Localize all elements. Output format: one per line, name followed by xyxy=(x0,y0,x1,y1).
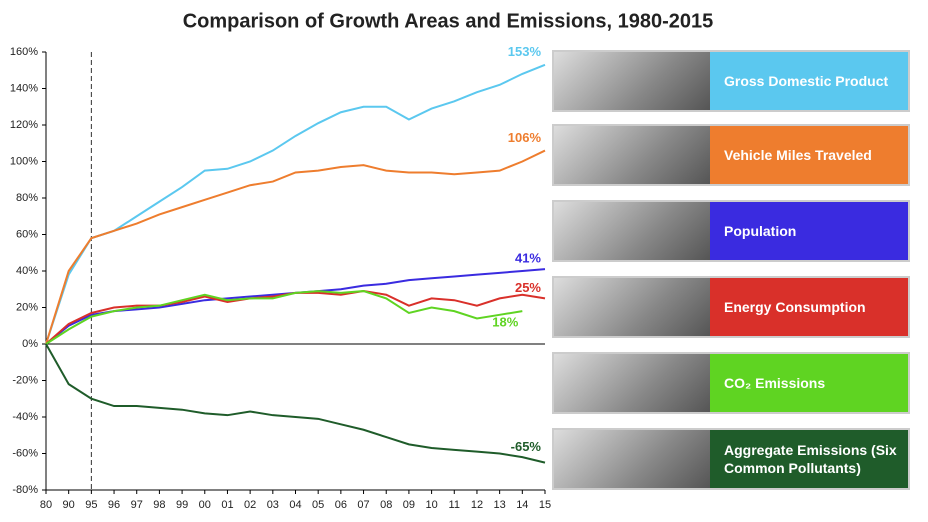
y-tick-label: 40% xyxy=(16,265,38,277)
legend-entry: Gross Domestic Product xyxy=(552,50,910,112)
legend-photo xyxy=(554,354,710,412)
series-line xyxy=(45,290,523,345)
x-tick-label: 05 xyxy=(312,499,324,511)
value-label: 25% xyxy=(515,280,541,295)
y-tick-label: 60% xyxy=(16,228,38,240)
x-tick-label: 06 xyxy=(335,499,347,511)
legend-photo xyxy=(554,202,710,260)
legend-label: CO₂ Emissions xyxy=(724,375,826,391)
value-label: 106% xyxy=(508,130,542,145)
y-tick-label: 80% xyxy=(16,192,38,204)
x-tick-label: 14 xyxy=(516,499,528,511)
x-tick-label: 15 xyxy=(539,499,551,511)
legend-entry: Aggregate Emissions (Six Common Pollutan… xyxy=(552,428,910,490)
x-tick-label: 13 xyxy=(494,499,506,511)
y-tick-label: 140% xyxy=(10,82,38,94)
legend-entry: Vehicle Miles Traveled xyxy=(552,124,910,186)
x-tick-label: 98 xyxy=(153,499,165,511)
value-label: -65% xyxy=(511,439,542,454)
legend-photo xyxy=(554,278,710,336)
x-tick-label: 95 xyxy=(85,499,97,511)
value-label: 18% xyxy=(492,315,518,330)
legend-entry: Energy Consumption xyxy=(552,276,910,338)
y-tick-label: 20% xyxy=(16,301,38,313)
legend-label: Gross Domestic Product xyxy=(724,73,889,89)
legend-photo xyxy=(554,126,710,184)
x-tick-label: 07 xyxy=(357,499,369,511)
y-tick-label: -60% xyxy=(12,447,38,459)
series-line xyxy=(45,63,546,345)
legend-label: Population xyxy=(724,223,797,239)
x-tick-label: 11 xyxy=(449,499,460,511)
x-tick-label: 03 xyxy=(267,499,279,511)
x-tick-label: 80 xyxy=(40,499,52,511)
x-tick-label: 96 xyxy=(108,499,120,511)
x-tick-label: 08 xyxy=(380,499,392,511)
y-tick-label: -40% xyxy=(12,411,38,423)
series-line xyxy=(45,149,546,345)
legend-label: Vehicle Miles Traveled xyxy=(724,147,872,163)
x-tick-label: 10 xyxy=(425,499,437,511)
series-line xyxy=(45,290,546,345)
x-tick-label: 97 xyxy=(131,499,143,511)
y-tick-label: 100% xyxy=(10,155,38,167)
x-tick-label: 90 xyxy=(63,499,75,511)
x-tick-label: 02 xyxy=(244,499,256,511)
value-label: 41% xyxy=(515,251,541,266)
y-tick-label: 160% xyxy=(10,46,38,58)
legend-entry: Population xyxy=(552,200,910,262)
legend-photo xyxy=(554,52,710,110)
legend-entry: CO₂ Emissions xyxy=(552,352,910,414)
y-tick-label: 0% xyxy=(22,338,38,350)
y-tick-label: -80% xyxy=(12,484,38,496)
legend-label: Aggregate Emissions (Six Common Pollutan… xyxy=(724,442,897,476)
x-tick-label: 01 xyxy=(221,499,233,511)
series-line xyxy=(45,343,546,464)
x-tick-label: 00 xyxy=(199,499,211,511)
y-tick-label: -20% xyxy=(12,374,38,386)
legend-label: Energy Consumption xyxy=(724,299,866,315)
x-tick-label: 09 xyxy=(403,499,415,511)
x-tick-label: 99 xyxy=(176,499,188,511)
y-tick-label: 120% xyxy=(10,119,38,131)
chart-title: Comparison of Growth Areas and Emissions… xyxy=(183,10,714,32)
legend-photo xyxy=(554,430,710,488)
x-tick-label: 04 xyxy=(289,499,301,511)
value-label: 153% xyxy=(508,44,542,59)
x-tick-label: 12 xyxy=(471,499,483,511)
